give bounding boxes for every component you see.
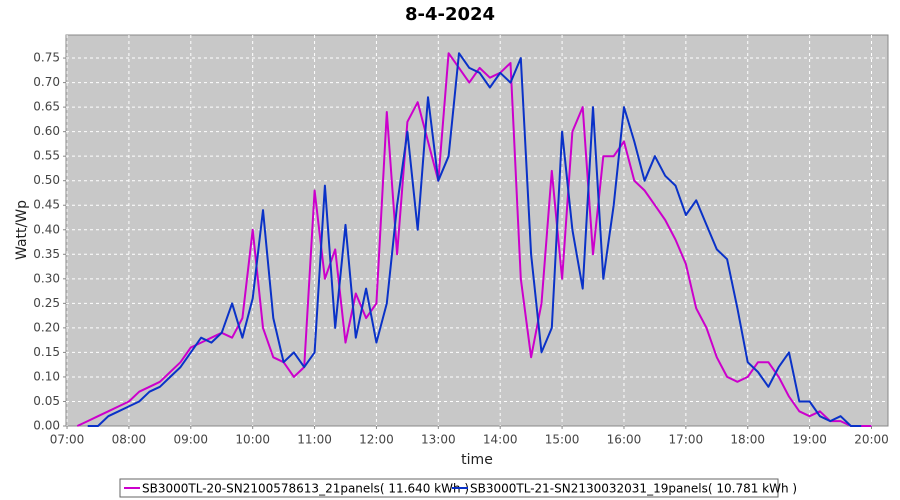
- legend-label: SB3000TL-21-SN2130032031_19panels( 10.78…: [470, 482, 797, 496]
- y-tick-label: 0.55: [33, 149, 60, 163]
- x-tick-label: 12:00: [359, 433, 394, 447]
- x-tick-label: 14:00: [483, 433, 518, 447]
- y-tick-label: 0.60: [33, 124, 60, 138]
- x-tick-label: 09:00: [173, 433, 208, 447]
- x-axis-label: time: [461, 452, 493, 468]
- x-tick-label: 18:00: [730, 433, 765, 447]
- x-tick-label: 19:00: [792, 433, 827, 447]
- y-tick-label: 0.50: [33, 173, 60, 187]
- x-tick-label: 15:00: [545, 433, 580, 447]
- x-tick-label: 07:00: [50, 433, 85, 447]
- y-tick-label: 0.45: [33, 198, 60, 212]
- y-tick-label: 0.70: [33, 75, 60, 89]
- chart-title: 8-4-2024: [405, 4, 495, 25]
- x-tick-label: 20:00: [854, 433, 889, 447]
- y-tick-label: 0.10: [33, 369, 60, 383]
- series-line: [76, 52, 872, 427]
- y-tick-label: 0.40: [33, 222, 60, 236]
- legend-label: SB3000TL-20-SN2100578613_21panels( 11.64…: [142, 482, 469, 496]
- y-tick-label: 0.20: [33, 320, 60, 334]
- series-line: [87, 52, 862, 427]
- y-tick-label: 0.15: [33, 345, 60, 359]
- plot-area: [65, 34, 889, 427]
- y-tick-label: 0.35: [33, 247, 60, 261]
- x-tick-label: 08:00: [112, 433, 147, 447]
- x-tick-label: 11:00: [297, 433, 332, 447]
- y-tick-label: 0.05: [33, 394, 60, 408]
- y-tick-label: 0.00: [33, 419, 60, 433]
- x-tick-label: 13:00: [421, 433, 456, 447]
- y-tick-label: 0.75: [33, 51, 60, 65]
- y-tick-label: 0.30: [33, 271, 60, 285]
- x-tick-label: 10:00: [235, 433, 270, 447]
- x-tick-label: 16:00: [607, 433, 642, 447]
- y-axis-label: Watt/Wp: [14, 200, 30, 260]
- y-tick-label: 0.65: [33, 100, 60, 114]
- y-tick-label: 0.25: [33, 296, 60, 310]
- x-tick-label: 17:00: [669, 433, 704, 447]
- legend: [119, 478, 779, 498]
